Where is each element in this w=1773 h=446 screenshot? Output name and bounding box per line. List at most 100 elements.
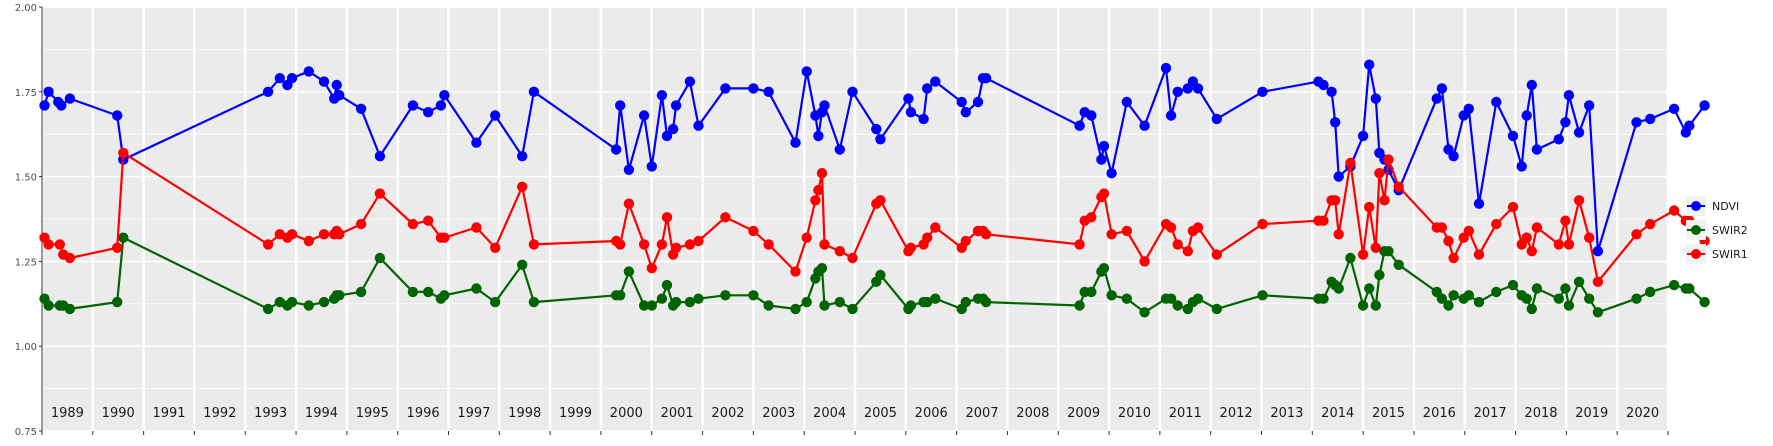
year-label: 1997 bbox=[457, 406, 490, 421]
data-point-swir2 bbox=[64, 303, 76, 315]
data-point-swir1 bbox=[1393, 181, 1404, 192]
data-point-swir2 bbox=[790, 303, 801, 315]
data-point-swir1 bbox=[471, 222, 482, 233]
data-point-ndvi bbox=[871, 123, 882, 135]
data-point-ndvi bbox=[407, 100, 419, 111]
data-point-swir2 bbox=[980, 296, 992, 308]
data-point-swir1 bbox=[670, 242, 682, 253]
data-point-swir1 bbox=[1165, 222, 1177, 233]
year-label: 2000 bbox=[610, 406, 643, 421]
data-point-swir2 bbox=[1631, 293, 1642, 304]
data-point-swir2 bbox=[1211, 303, 1223, 315]
data-point-swir2 bbox=[656, 293, 668, 304]
data-point-swir1 bbox=[1463, 225, 1475, 237]
data-point-swir1 bbox=[303, 235, 314, 247]
data-point-swir1 bbox=[1139, 256, 1150, 267]
data-point-ndvi bbox=[1139, 120, 1150, 131]
data-point-swir1 bbox=[1563, 239, 1575, 250]
data-point-swir2 bbox=[801, 296, 812, 308]
year-label: 2003 bbox=[762, 406, 795, 421]
data-point-swir2 bbox=[262, 303, 274, 315]
data-point-swir1 bbox=[615, 239, 626, 250]
data-point-swir1 bbox=[118, 147, 129, 159]
data-point-ndvi bbox=[956, 96, 967, 108]
data-point-swir2 bbox=[960, 296, 971, 308]
data-point-ndvi bbox=[334, 90, 345, 101]
data-point-swir1 bbox=[1330, 195, 1341, 206]
data-point-swir1 bbox=[423, 215, 434, 226]
year-label: 1996 bbox=[407, 406, 440, 421]
data-point-swir2 bbox=[1573, 276, 1585, 287]
data-point-ndvi bbox=[1560, 117, 1571, 128]
data-point-swir1 bbox=[490, 242, 501, 253]
data-point-ndvi bbox=[646, 161, 657, 172]
data-point-ndvi bbox=[286, 73, 298, 84]
data-point-swir2 bbox=[1318, 293, 1329, 304]
data-point-swir1 bbox=[334, 229, 345, 240]
data-point-ndvi bbox=[56, 100, 67, 111]
data-point-ndvi bbox=[611, 144, 622, 155]
data-point-swir2 bbox=[930, 293, 941, 304]
data-point-ndvi bbox=[1491, 96, 1502, 108]
legend: NDVI SWIR2 SWIR1 bbox=[1686, 196, 1748, 264]
data-point-swir2 bbox=[1257, 290, 1268, 301]
year-label: 2015 bbox=[1372, 406, 1405, 421]
data-point-swir2 bbox=[517, 259, 528, 270]
year-label: 1993 bbox=[254, 406, 287, 421]
data-point-swir2 bbox=[490, 296, 501, 308]
series-swir1 bbox=[39, 147, 1710, 287]
data-point-ndvi bbox=[1563, 90, 1575, 101]
data-point-swir1 bbox=[661, 212, 673, 223]
data-point-swir1 bbox=[1257, 218, 1268, 230]
data-point-swir2 bbox=[922, 296, 933, 308]
data-point-swir1 bbox=[1364, 201, 1375, 213]
legend-key-point bbox=[1691, 249, 1701, 259]
data-point-ndvi bbox=[801, 66, 812, 77]
data-point-swir2 bbox=[1463, 290, 1475, 301]
data-point-swir1 bbox=[1074, 239, 1085, 250]
data-point-ndvi bbox=[980, 73, 992, 84]
data-point-ndvi bbox=[1160, 62, 1172, 74]
data-point-ndvi bbox=[623, 164, 635, 175]
data-point-ndvi bbox=[670, 100, 682, 111]
year-label: 2002 bbox=[711, 406, 744, 421]
data-point-ndvi bbox=[1192, 83, 1204, 94]
data-point-ndvi bbox=[1370, 93, 1382, 104]
data-point-ndvi bbox=[39, 100, 50, 111]
data-point-ndvi bbox=[905, 107, 917, 118]
data-point-ndvi bbox=[1165, 110, 1177, 121]
data-point-swir2 bbox=[374, 252, 386, 264]
data-point-ndvi bbox=[1172, 86, 1183, 98]
data-point-swir1 bbox=[1443, 235, 1454, 247]
data-point-ndvi bbox=[1668, 103, 1680, 115]
y-tick-label: 1.00 bbox=[15, 342, 37, 353]
data-point-ndvi bbox=[1521, 110, 1532, 121]
data-point-swir1 bbox=[1631, 229, 1642, 240]
data-point-ndvi bbox=[1448, 151, 1459, 162]
data-point-swir1 bbox=[1172, 239, 1183, 250]
data-point-swir2 bbox=[670, 296, 682, 308]
year-label: 2013 bbox=[1270, 406, 1303, 421]
data-point-ndvi bbox=[763, 86, 774, 98]
data-point-swir2 bbox=[1531, 283, 1543, 294]
data-point-swir2 bbox=[1086, 286, 1097, 298]
data-point-swir1 bbox=[1121, 225, 1133, 237]
data-point-swir2 bbox=[1592, 307, 1604, 318]
data-point-ndvi bbox=[64, 93, 76, 104]
data-point-swir1 bbox=[1473, 249, 1485, 260]
data-point-ndvi bbox=[517, 151, 528, 162]
data-point-ndvi bbox=[684, 76, 696, 87]
data-point-swir2 bbox=[905, 300, 917, 311]
y-tick-label: 2.00 bbox=[15, 3, 37, 14]
y-tick-label: 1.25 bbox=[15, 257, 37, 268]
data-point-swir1 bbox=[407, 218, 419, 230]
data-point-swir1 bbox=[960, 235, 971, 247]
data-point-swir2 bbox=[646, 300, 657, 311]
data-point-swir2 bbox=[1393, 259, 1404, 270]
year-label: 2008 bbox=[1016, 406, 1049, 421]
data-point-swir2 bbox=[638, 300, 650, 311]
data-point-ndvi bbox=[1330, 117, 1341, 128]
data-point-swir1 bbox=[693, 235, 704, 247]
data-point-ndvi bbox=[1098, 140, 1110, 152]
data-point-ndvi bbox=[1463, 103, 1475, 115]
